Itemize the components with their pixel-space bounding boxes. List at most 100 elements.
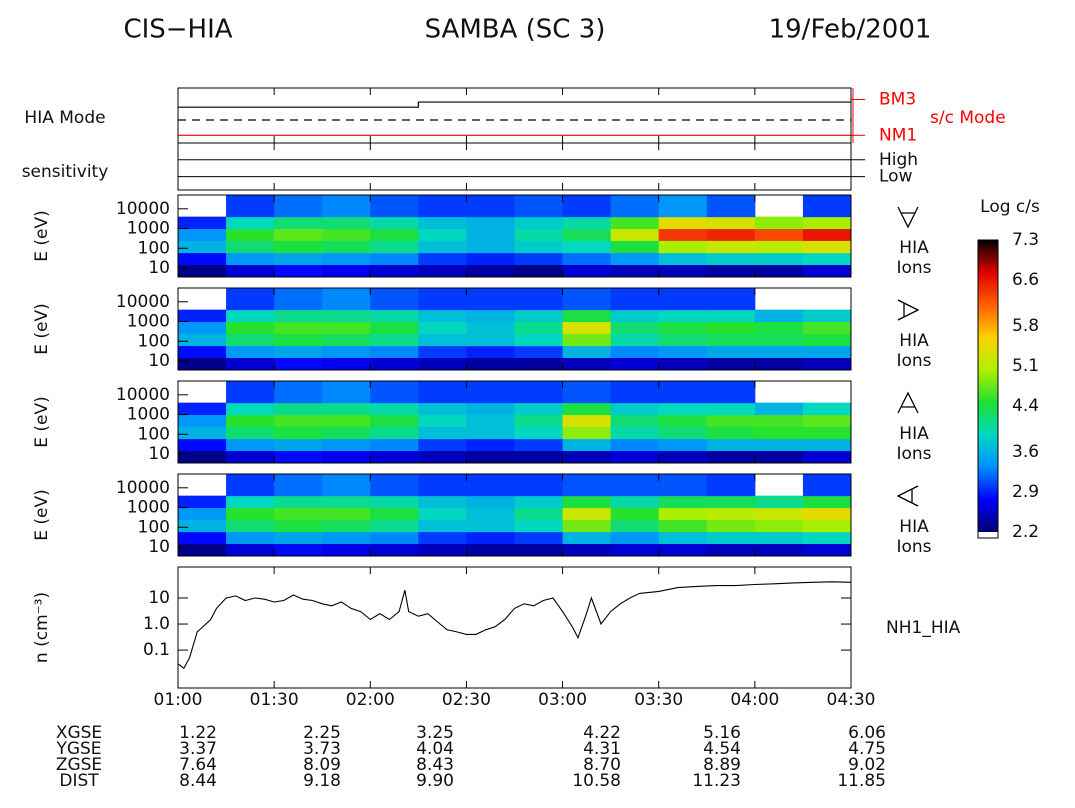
spectrogram-cell	[418, 519, 467, 533]
spectrogram-cell	[706, 507, 756, 520]
colorbar-tick-label: 2.9	[1012, 482, 1039, 502]
spectrogram-cell	[514, 240, 564, 254]
spectrogram-cell	[562, 426, 612, 440]
ephemeris-value: 1.22	[179, 723, 217, 743]
spectrogram-cell	[754, 333, 804, 347]
spectrogram-cell	[226, 228, 275, 241]
ephemeris-value: 2.25	[303, 723, 341, 743]
spectrogram-cell	[610, 402, 660, 416]
spectrogram-cell	[226, 288, 275, 311]
spectrogram-cell	[754, 414, 804, 427]
spectrogram-cell	[370, 507, 419, 520]
spectrogram-cell	[514, 252, 564, 266]
x-tick-label: 04:30	[827, 690, 876, 710]
spectrogram-cell	[610, 414, 660, 427]
spectrogram-cell	[562, 495, 612, 509]
spectrogram-cell	[802, 531, 852, 545]
spectrogram-cell	[706, 240, 756, 254]
spectrogram-cell	[466, 450, 515, 464]
y-tick-label: 10	[148, 588, 170, 608]
spectrogram-cell	[418, 507, 467, 520]
spectrogram-cell	[418, 321, 467, 334]
spectrogram-cell	[658, 495, 708, 509]
spectrogram-cell	[226, 240, 275, 254]
spectrogram-cell	[802, 321, 852, 334]
y-label: E (eV)	[32, 396, 52, 448]
spectrogram-cell	[274, 288, 323, 311]
y-tick-label: 100	[138, 424, 170, 444]
ephemeris-value: 11.23	[692, 771, 741, 791]
spectrogram-cell	[514, 288, 564, 311]
spectrogram-cell	[418, 450, 467, 464]
spectrogram-cell	[754, 357, 804, 371]
y2-tick-label: BM3	[879, 90, 916, 110]
spectrogram-cell	[514, 216, 564, 230]
spectrogram-cell	[274, 450, 323, 464]
spectrogram-cell	[706, 414, 756, 427]
spectrogram-cell	[418, 228, 467, 241]
spectrogram-cell	[466, 216, 515, 230]
spectrogram-cell	[514, 507, 564, 520]
y-tick-label: 10	[148, 258, 170, 278]
spectrogram-cell	[226, 519, 275, 533]
panel-label: Ions	[896, 258, 931, 278]
spectrogram-cell	[322, 495, 371, 509]
spectrogram-cell	[274, 357, 323, 371]
spectrogram-cell	[754, 216, 804, 230]
panel-label: Ions	[896, 351, 931, 371]
y-tick-label: 10000	[116, 478, 170, 498]
y-tick-label: 10000	[116, 199, 170, 219]
spectrogram-cell	[178, 345, 227, 359]
y-label: E (eV)	[32, 489, 52, 541]
ephemeris-value: 3.37	[179, 739, 217, 759]
spectrogram-cell	[706, 345, 756, 359]
spectrogram-cell	[178, 321, 227, 334]
spectrogram-cell	[370, 402, 419, 416]
spectrogram-cell	[370, 240, 419, 254]
spectrogram-cell	[754, 531, 804, 545]
spectrogram-cell	[226, 195, 275, 218]
spectrogram-cell	[658, 216, 708, 230]
spectrogram-cell	[706, 216, 756, 230]
ephemeris-value: 9.18	[303, 771, 341, 791]
spectrogram-cell	[610, 543, 660, 557]
spectrogram-cell	[562, 414, 612, 427]
panel-label: HIA	[899, 517, 929, 537]
spectrogram-cell	[322, 402, 371, 416]
spectrogram-cell	[178, 438, 227, 452]
mode-line	[178, 101, 851, 108]
spectrogram-cell	[562, 507, 612, 520]
spectrogram-cell	[370, 543, 419, 557]
spectrogram-cell	[370, 495, 419, 509]
colorbar-tick-label: 5.1	[1012, 356, 1039, 376]
spectrogram-cell	[322, 216, 371, 230]
spectrogram-cell	[562, 345, 612, 359]
panel-frame	[177, 194, 852, 278]
spectrogram-cell	[706, 543, 756, 557]
x-tick-label: 03:30	[634, 690, 683, 710]
spectrogram-cell	[178, 309, 227, 323]
panel-frame	[177, 142, 852, 191]
spectrogram-cell	[322, 252, 371, 266]
y-tick-label: 10000	[116, 292, 170, 312]
spectrogram-cell	[802, 333, 852, 347]
panel-label: HIA	[899, 424, 929, 444]
spectrogram-cell	[466, 495, 515, 509]
pitch-icon	[897, 206, 919, 229]
panel-label: HIA	[899, 331, 929, 351]
ephemeris-value: 3.73	[303, 739, 341, 759]
spectrogram-cell	[226, 414, 275, 427]
panel-frame	[177, 473, 852, 557]
spectrogram-cell	[370, 264, 419, 278]
spectrogram-cell	[226, 450, 275, 464]
ephemeris-value: 4.04	[416, 739, 454, 759]
spectrogram-cell	[274, 507, 323, 520]
spectrogram-cell	[322, 333, 371, 347]
spectrogram-cell	[658, 474, 708, 497]
spectrogram-cell	[562, 402, 612, 416]
spectrogram-cell	[418, 402, 467, 416]
spectrogram-cell	[706, 474, 756, 497]
spectrogram-cell	[466, 252, 515, 266]
spectrogram-cell	[418, 381, 467, 404]
spectrogram-cell	[370, 381, 419, 404]
